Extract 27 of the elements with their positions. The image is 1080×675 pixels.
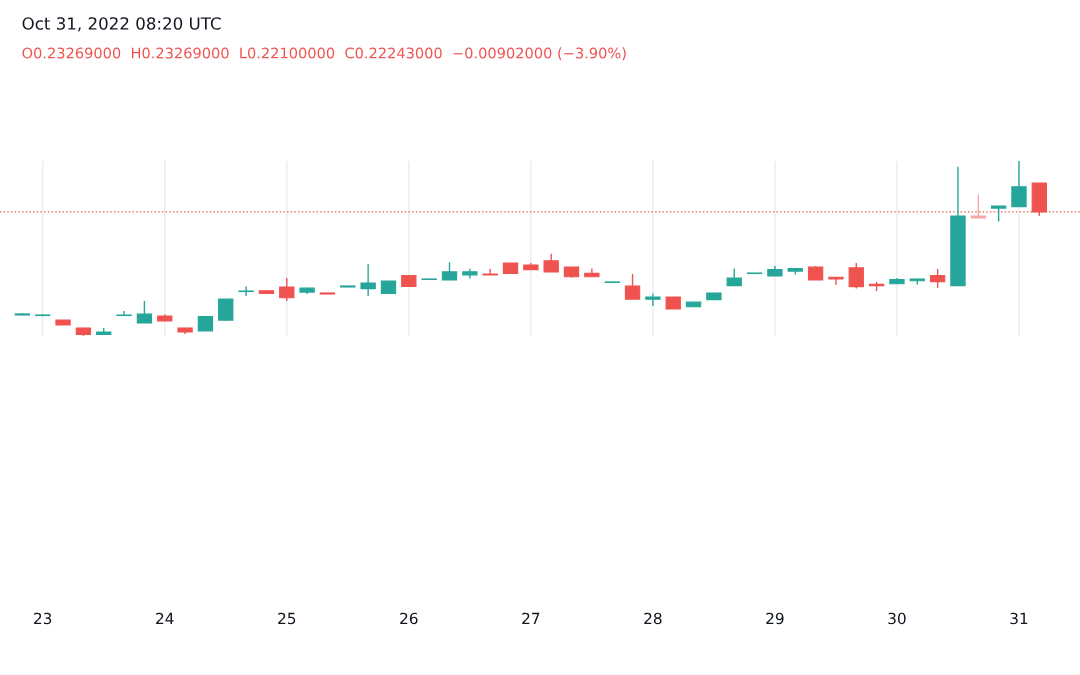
candlestick: [543, 253, 559, 273]
candlestick: [218, 298, 234, 322]
text: O0.23269000 H0.23269000 L0.22100000 C0.22243000 −0.00902000 (−3.90%): [22, 47, 626, 61]
candlestick: [848, 262, 864, 290]
candlestick: [279, 277, 295, 302]
x-tick-label: 29: [766, 612, 784, 625]
candlestick: [584, 267, 600, 278]
candlestick: [828, 276, 844, 286]
x-tick-label: 30: [888, 612, 906, 625]
candlestick: [929, 268, 946, 289]
x-tick-label: 24: [156, 612, 174, 625]
x-tick-label: 23: [34, 612, 52, 625]
x-tick-label: 31: [1010, 612, 1028, 625]
candlestick: [1011, 160, 1027, 208]
candlestick: [136, 300, 153, 324]
x-tick-label: 28: [644, 612, 662, 625]
candlestick: [970, 193, 986, 220]
candlestick: [238, 285, 254, 297]
x-tick-label: 27: [522, 612, 540, 625]
candlestick: [482, 268, 498, 276]
x-tick-label: 26: [400, 612, 418, 625]
x-tick-label: 25: [278, 612, 296, 625]
candlestick: [116, 310, 132, 317]
candlestick: [624, 273, 641, 300]
candlestick: [645, 292, 661, 307]
candlestick: [360, 263, 376, 297]
chart-title: Oct 31, 2022 08:20 UTC: [22, 17, 221, 32]
